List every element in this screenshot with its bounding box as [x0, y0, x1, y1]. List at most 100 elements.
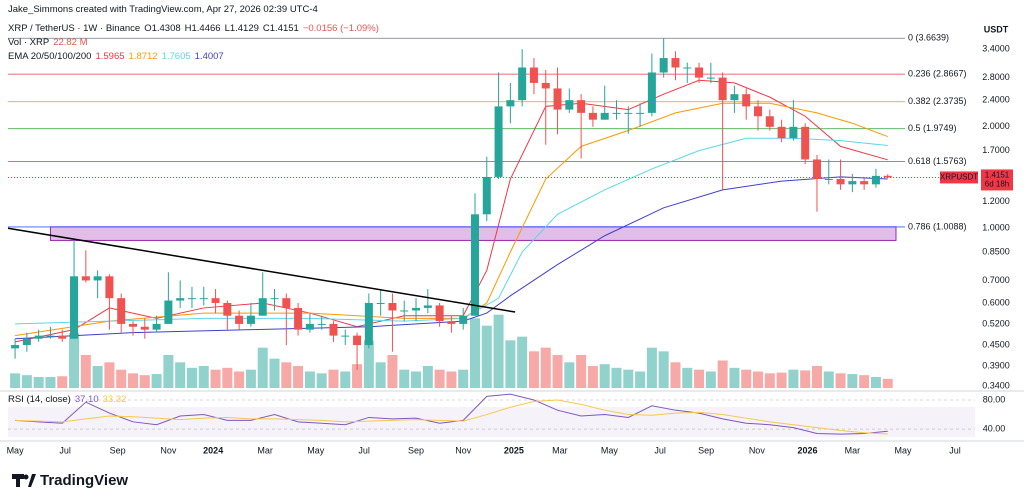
trendline: [7, 227, 516, 313]
candle-body: [329, 323, 338, 336]
ema-value: 1.7605: [161, 51, 191, 62]
volume-bar: [257, 347, 268, 388]
candle-body: [824, 179, 833, 181]
candle-body: [11, 345, 20, 349]
volume-bar: [599, 364, 610, 388]
ohlc-value: H1.4466: [184, 23, 221, 34]
volume-bar: [128, 373, 139, 388]
symbol: XRP / TetherUS · 1W · Binance: [8, 23, 141, 34]
logo-part: [23, 474, 29, 480]
volume-bar: [139, 375, 150, 388]
candle-body: [600, 112, 609, 120]
volume-bar: [741, 369, 752, 388]
volume-bar: [222, 367, 233, 388]
candle-body: [353, 335, 362, 346]
candle-body: [459, 315, 468, 324]
volume-bar: [859, 375, 870, 388]
candle-body: [164, 300, 173, 324]
volume-bar: [446, 371, 457, 388]
volume-bar: [352, 364, 363, 388]
x-tick-label: May: [601, 445, 619, 455]
candle-body: [22, 338, 31, 346]
rsi-legend-item: 33.32: [102, 394, 127, 405]
candle-body: [246, 315, 255, 324]
candle-body: [400, 310, 409, 312]
volume-bar: [57, 376, 68, 388]
candle-body: [565, 100, 574, 110]
candle-body: [129, 323, 138, 327]
ohlc-value: O1.4308: [144, 23, 181, 34]
candle-body: [730, 94, 739, 101]
candle-body: [58, 335, 67, 339]
ohlc-value: C1.4151: [262, 23, 299, 34]
fib-label: 0.5 (1.9749): [908, 123, 957, 133]
volume-bar: [587, 366, 598, 388]
x-tick-label: Jul: [949, 445, 961, 455]
volume-bar: [835, 373, 846, 388]
ema-label: EMA 20/50/100/200: [8, 51, 92, 62]
candle-body: [435, 305, 444, 322]
x-tick-label: Mar: [845, 445, 861, 455]
volume-bar: [21, 375, 32, 388]
candle-body: [235, 315, 244, 324]
x-tick-label: Nov: [749, 445, 766, 455]
volume-bar: [882, 378, 893, 388]
candle-body: [376, 302, 385, 304]
volume-bar: [198, 366, 209, 388]
volume-bar: [293, 366, 304, 388]
volume-bar: [540, 347, 551, 388]
x-tick-label: 2026: [798, 445, 818, 455]
volume-bar: [104, 362, 115, 388]
rsi-line: [15, 393, 888, 435]
volume-bar: [528, 351, 539, 388]
x-tick-label: Jul: [358, 445, 370, 455]
candle-body: [447, 321, 456, 324]
x-tick-label: Jul: [59, 445, 71, 455]
candle-body: [223, 302, 232, 316]
volume-bar: [458, 369, 469, 388]
rsi-band: [8, 407, 975, 437]
candle-body: [777, 126, 786, 139]
candle-body: [258, 298, 267, 316]
candle-body: [541, 82, 550, 89]
y-tick-label: 2.8000: [982, 72, 1010, 82]
volume-bar: [269, 358, 280, 388]
volume-bar: [729, 367, 740, 388]
candle-body: [671, 58, 680, 68]
rsi-legend-item: RSI (14, close): [8, 394, 71, 405]
volume-bar: [823, 371, 834, 388]
ema-value: 1.8712: [128, 51, 158, 62]
volume-bar: [186, 367, 197, 388]
x-tick-label: 2024: [203, 445, 223, 455]
volume-bar: [635, 371, 646, 388]
candle-body: [742, 94, 751, 107]
x-tick-label: Nov: [160, 445, 177, 455]
candle-body: [683, 67, 692, 69]
y-tick-label: 2.0000: [982, 121, 1010, 131]
volume-bar: [658, 351, 669, 388]
volume-value: 22.82 M: [53, 37, 88, 48]
volume-bar: [151, 374, 162, 388]
volume-bar: [611, 367, 622, 388]
x-tick-label: Mar: [552, 445, 568, 455]
x-tick-label: May: [895, 445, 913, 455]
candle-body: [612, 112, 621, 114]
volume-bar: [163, 355, 174, 388]
volume-bar: [33, 377, 44, 388]
credit-text: Jake_Simmons created with TradingView.co…: [8, 4, 318, 15]
volume-bar: [80, 355, 91, 388]
ema-line: [14, 102, 888, 337]
candle-body: [695, 67, 704, 78]
y-tick-label: 1.0000: [982, 223, 1010, 233]
candle-body: [211, 298, 220, 303]
y-tick-label: 0.6000: [982, 297, 1010, 307]
candle-body: [482, 176, 491, 215]
fib-label: 0.618 (1.5763): [908, 156, 967, 166]
volume-bar: [281, 362, 292, 388]
rsi-legend-item: 37.10: [74, 394, 99, 405]
volume-bar: [116, 369, 127, 388]
volume-bar: [564, 362, 575, 388]
candle-body: [81, 276, 90, 281]
candle-body: [529, 67, 538, 83]
volume-bar: [245, 369, 256, 388]
